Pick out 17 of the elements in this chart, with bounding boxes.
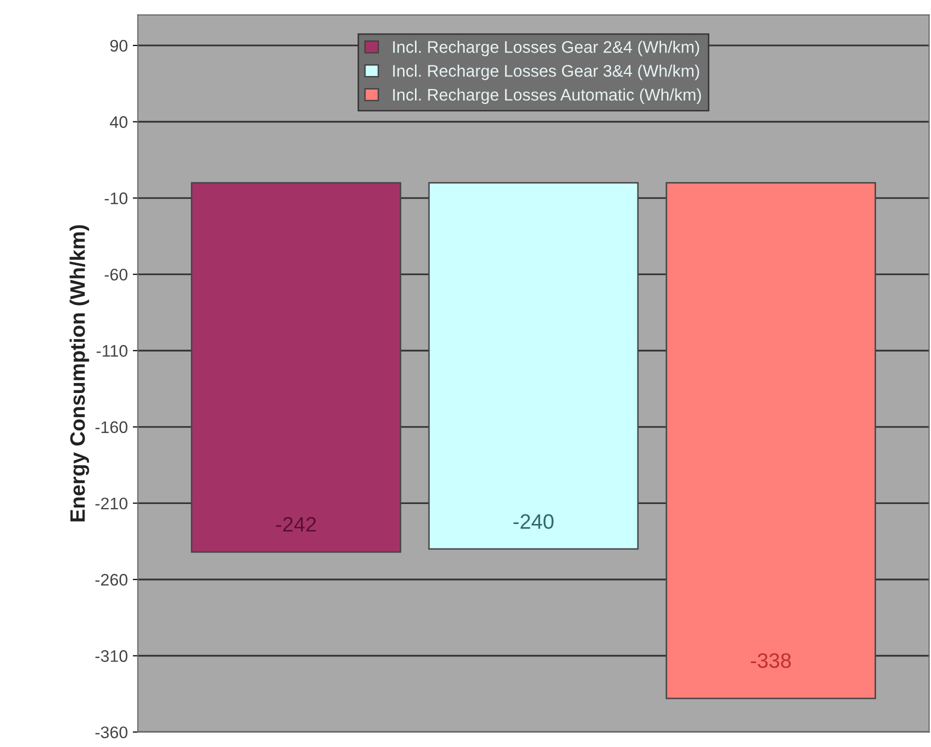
y-tick-label: -210: [95, 498, 128, 510]
y-tick-label: -160: [95, 421, 128, 434]
y-axis-title: Energy Consumption (Wh/km): [70, 225, 90, 522]
data-label: -338: [750, 653, 791, 668]
y-tick-label: -260: [95, 574, 128, 586]
y-tick-label: -60: [104, 268, 128, 281]
y-tick-label: -310: [95, 650, 128, 662]
data-label: -240: [514, 514, 554, 529]
data-label: -242: [276, 517, 316, 532]
legend-label: Incl. Recharge Losses Automatic (Wh/km): [393, 88, 701, 104]
y-tick-label: -360: [95, 726, 128, 738]
legend-label: Incl. Recharge Losses Gear 3&4 (Wh/km): [393, 64, 700, 80]
y-tick-label: 40: [110, 116, 128, 128]
y-tick-label: -10: [104, 192, 128, 204]
y-tick-label: 90: [110, 40, 128, 52]
y-tick-label: -110: [96, 345, 128, 357]
legend-label: Incl. Recharge Losses Gear 2&4 (Wh/km): [393, 40, 700, 56]
